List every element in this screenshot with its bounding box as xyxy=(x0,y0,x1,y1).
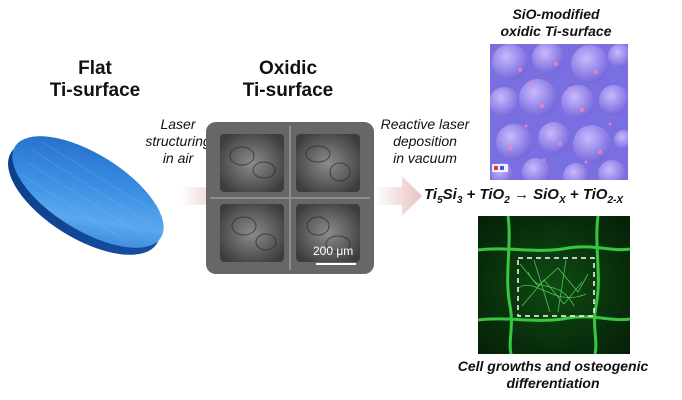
flat-title-line1: Flat xyxy=(78,58,112,79)
cell-growth-caption: Cell growths and osteogenic differentiat… xyxy=(436,358,670,392)
reactive-laser-line3: in vacuum xyxy=(393,150,457,166)
eq-si-sub: 3 xyxy=(456,195,463,206)
sio-modified-line1: SiO-modified xyxy=(512,6,600,22)
flat-ti-surface-title: Flat Ti-surface xyxy=(40,58,150,102)
oxidic-sem-image xyxy=(206,122,374,274)
reactive-laser-line1: Reactive laser xyxy=(380,116,470,132)
sio-modified-micrograph xyxy=(490,44,628,180)
laser-structuring-line1: Laser xyxy=(160,116,196,132)
sio-modified-caption: SiO-modified oxidic Ti-surface xyxy=(472,6,640,40)
eq-arrow: → xyxy=(509,186,534,203)
eq-siox-sub: X xyxy=(558,195,566,206)
eq-tio2x-sub: 2-X xyxy=(607,195,624,206)
cell-growth-line2: differentiation xyxy=(506,375,600,391)
reactive-laser-label: Reactive laser deposition in vacuum xyxy=(366,116,484,167)
laser-structuring-label: Laser structuring in air xyxy=(128,116,228,167)
flat-ti-disk-image xyxy=(8,136,164,255)
cell-growth-micrograph xyxy=(478,216,630,354)
eq-tio2x: TiO xyxy=(582,186,608,203)
eq-siox: SiO xyxy=(533,186,559,203)
cell-growth-line1: Cell growths and osteogenic xyxy=(457,358,649,374)
eq-ti: Ti xyxy=(424,186,438,203)
oxidic-title-line2: Ti-surface xyxy=(242,80,334,101)
flat-title-line2: Ti-surface xyxy=(49,80,141,101)
eq-tio2-sub: 2 xyxy=(504,195,510,206)
laser-structuring-line2: structuring xyxy=(145,133,211,149)
eq-ti-sub: 5 xyxy=(437,195,443,206)
sio-modified-line2: oxidic Ti-surface xyxy=(500,23,612,39)
eq-plus1: + xyxy=(462,186,480,203)
oxidic-ti-surface-title: Oxidic Ti-surface xyxy=(232,58,344,102)
oxidic-title-line1: Oxidic xyxy=(258,58,318,79)
laser-structuring-line3: in air xyxy=(162,150,194,166)
eq-tio2: TiO xyxy=(479,186,505,203)
scale-bar-label: 200 μm xyxy=(313,244,354,258)
eq-plus2: + xyxy=(565,186,583,203)
reactive-laser-line2: deposition xyxy=(393,133,457,149)
eq-si: Si xyxy=(442,186,457,203)
reaction-equation: Ti5Si3 + TiO2 → SiOX + TiO2-X xyxy=(424,186,623,206)
reactive-laser-arrow xyxy=(374,176,422,216)
